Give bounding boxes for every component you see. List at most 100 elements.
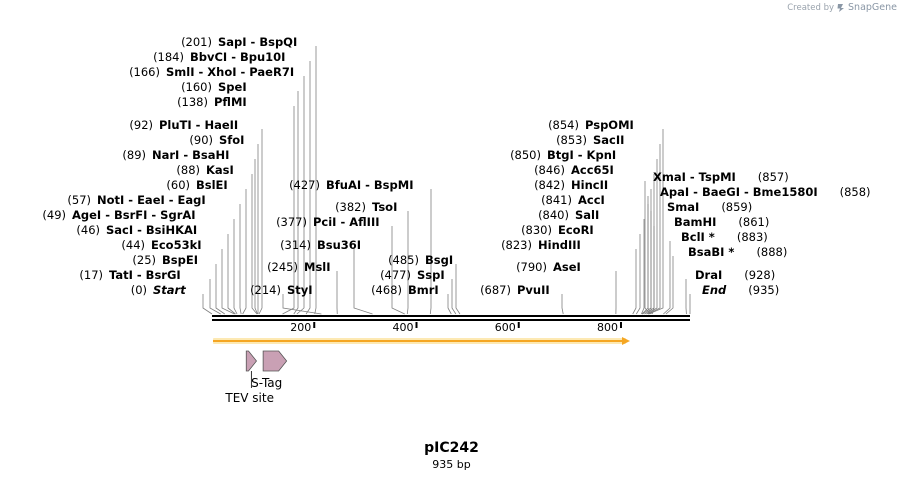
site-position-bamhi: (861) (738, 215, 769, 229)
site-position-end: (935) (748, 283, 779, 297)
site-label-spei[interactable]: SpeI (218, 80, 247, 94)
site-connector-start (202, 294, 213, 315)
site-label-bsabi[interactable]: BsaBI * (688, 245, 734, 259)
site-position-nari-bsahi: (89) (122, 148, 146, 162)
site-position-bspei: (25) (132, 253, 156, 267)
site-connector-smli-xhoi-paer7i (296, 76, 305, 315)
site-position-tsoi: (382) (335, 200, 366, 214)
site-connector-apai-baegi-bme1580i (647, 196, 652, 315)
restriction-sites-layer: (201) SapI - BspQI (184) BbvCI - Bpu10I (166… (42, 35, 871, 315)
site-position-acc65i: (846) (534, 163, 565, 177)
site-label-bsu36i[interactable]: Bsu36I (317, 238, 361, 252)
site-label-drai[interactable]: DraI (695, 268, 722, 282)
feature-tev-site[interactable] (245, 350, 257, 372)
site-position-kasi: (88) (176, 163, 200, 177)
backbone-layer (212, 315, 690, 321)
site-position-bslei: (60) (166, 178, 190, 192)
site-position-tati-bsrgi: (17) (79, 268, 103, 282)
site-connector-eco53ki (221, 249, 235, 315)
site-position-bmri: (468) (371, 283, 402, 297)
site-connector-spei (293, 91, 299, 315)
site-label-pluti-haeii[interactable]: PluTI - HaeII (159, 118, 238, 132)
site-label-pspomi[interactable]: PspOMI (585, 118, 634, 132)
site-label-sacii[interactable]: SacII (593, 133, 624, 147)
site-label-smli-xhoi-paer7i[interactable]: SmlI - XhoI - PaeR7I (166, 65, 294, 79)
site-label-pvuii[interactable]: PvuII (517, 283, 550, 297)
site-connector-bslei (242, 189, 247, 315)
site-label-kasi[interactable]: KasI (206, 163, 234, 177)
site-label-bspei[interactable]: BspEI (162, 253, 198, 267)
site-position-bsgi: (485) (388, 253, 419, 267)
site-position-pspomi: (854) (548, 118, 579, 132)
site-label-tati-bsrgi[interactable]: TatI - BsrGI (109, 268, 181, 282)
ruler-ticks-layer: 200 400 600 800 (290, 321, 622, 334)
site-label-bcli[interactable]: BclI * (681, 230, 715, 244)
orf-arrow-head (622, 337, 630, 345)
site-label-tsoi[interactable]: TsoI (372, 200, 397, 214)
site-connector-sapi-bspqi (314, 46, 317, 315)
site-label-asei[interactable]: AseI (553, 260, 581, 274)
site-position-sfoi: (90) (189, 133, 213, 147)
site-label-start[interactable]: Start (153, 283, 186, 297)
site-label-saci-bsihkai[interactable]: SacI - BsiHKAI (106, 223, 197, 237)
site-label-acc65i[interactable]: Acc65I (571, 163, 614, 177)
site-position-xmai-tspmi: (857) (758, 170, 789, 184)
site-label-sali[interactable]: SalI (575, 208, 599, 222)
site-label-bbvci-bpu10i[interactable]: BbvCI - Bpu10I (190, 50, 285, 64)
site-label-pcii-afliii[interactable]: PciI - AflIII (313, 215, 380, 229)
site-position-eco53ki: (44) (121, 238, 145, 252)
site-label-xmai-tspmi[interactable]: XmaI - TspMI (653, 170, 736, 184)
snapgene-credit: Created by SnapGene (787, 2, 897, 13)
site-label-styi[interactable]: StyI (287, 283, 313, 297)
site-position-pluti-haeii: (92) (129, 118, 153, 132)
site-label-bmri[interactable]: BmrI (408, 283, 439, 297)
site-connector-bfuai-bspmi (429, 189, 432, 315)
site-position-bfuai-bspmi: (427) (289, 178, 320, 192)
site-label-bsgi[interactable]: BsgI (425, 253, 453, 267)
site-position-hincii: (842) (534, 178, 565, 192)
site-position-acci: (841) (541, 193, 572, 207)
site-position-sspi: (477) (380, 268, 411, 282)
site-label-agei-bsrfi-sgrai[interactable]: AgeI - BsrFI - SgrAI (72, 208, 196, 222)
site-connector-xmai-tspmi (644, 181, 651, 315)
site-connector-sacii (647, 144, 661, 315)
site-label-hincii[interactable]: HincII (571, 178, 608, 192)
site-label-nari-bsahi[interactable]: NarI - BsaHI (152, 148, 229, 162)
site-connector-sspi (451, 279, 457, 315)
site-label-sspi[interactable]: SspI (417, 268, 445, 282)
plasmid-name: pIC242 (424, 440, 479, 456)
site-label-sapi-bspqi[interactable]: SapI - BspQI (218, 35, 297, 49)
site-label-smai[interactable]: SmaI (667, 200, 699, 214)
site-connector-kasi (251, 174, 258, 315)
site-connector-pspomi (648, 129, 664, 315)
feature-s-tag[interactable] (262, 350, 288, 372)
site-connector-agei-bsrfi-sgrai (233, 219, 238, 315)
site-label-bslei[interactable]: BslEI (196, 178, 228, 192)
snapgene-logo-icon (837, 3, 845, 12)
site-connector-pflmi (282, 106, 295, 315)
site-position-bsu36i: (314) (280, 238, 311, 252)
site-position-smai: (859) (721, 200, 752, 214)
site-label-msli[interactable]: MslI (304, 260, 331, 274)
site-label-apai-baegi-bme1580i[interactable]: ApaI - BaeGI - Bme1580I (660, 185, 818, 199)
site-position-apai-baegi-bme1580i: (858) (840, 185, 871, 199)
site-label-bfuai-bspmi[interactable]: BfuAI - BspMI (326, 178, 413, 192)
site-position-styi: (214) (250, 283, 281, 297)
site-label-bamhi[interactable]: BamHI (674, 215, 716, 229)
site-position-msli: (245) (267, 260, 298, 274)
site-label-sfoi[interactable]: SfoI (219, 133, 244, 147)
site-connector-pvuii (561, 294, 564, 315)
site-label-ecori[interactable]: EcoRI (558, 223, 594, 237)
site-label-noti-eaei-eagi[interactable]: NotI - EaeI - EagI (97, 193, 206, 207)
site-label-pflmi[interactable]: PflMI (214, 95, 247, 109)
site-connector-bamhi (651, 226, 655, 315)
site-label-end[interactable]: End (702, 283, 727, 297)
site-connector-hindiii (632, 249, 637, 315)
site-label-eco53ki[interactable]: Eco53kI (151, 238, 202, 252)
site-position-sapi-bspqi: (201) (181, 35, 212, 49)
site-label-btgi-kpni[interactable]: BtgI - KpnI (547, 148, 616, 162)
site-position-btgi-kpni: (850) (510, 148, 541, 162)
site-label-acci[interactable]: AccI (578, 193, 605, 207)
site-label-hindiii[interactable]: HindIII (538, 238, 581, 252)
